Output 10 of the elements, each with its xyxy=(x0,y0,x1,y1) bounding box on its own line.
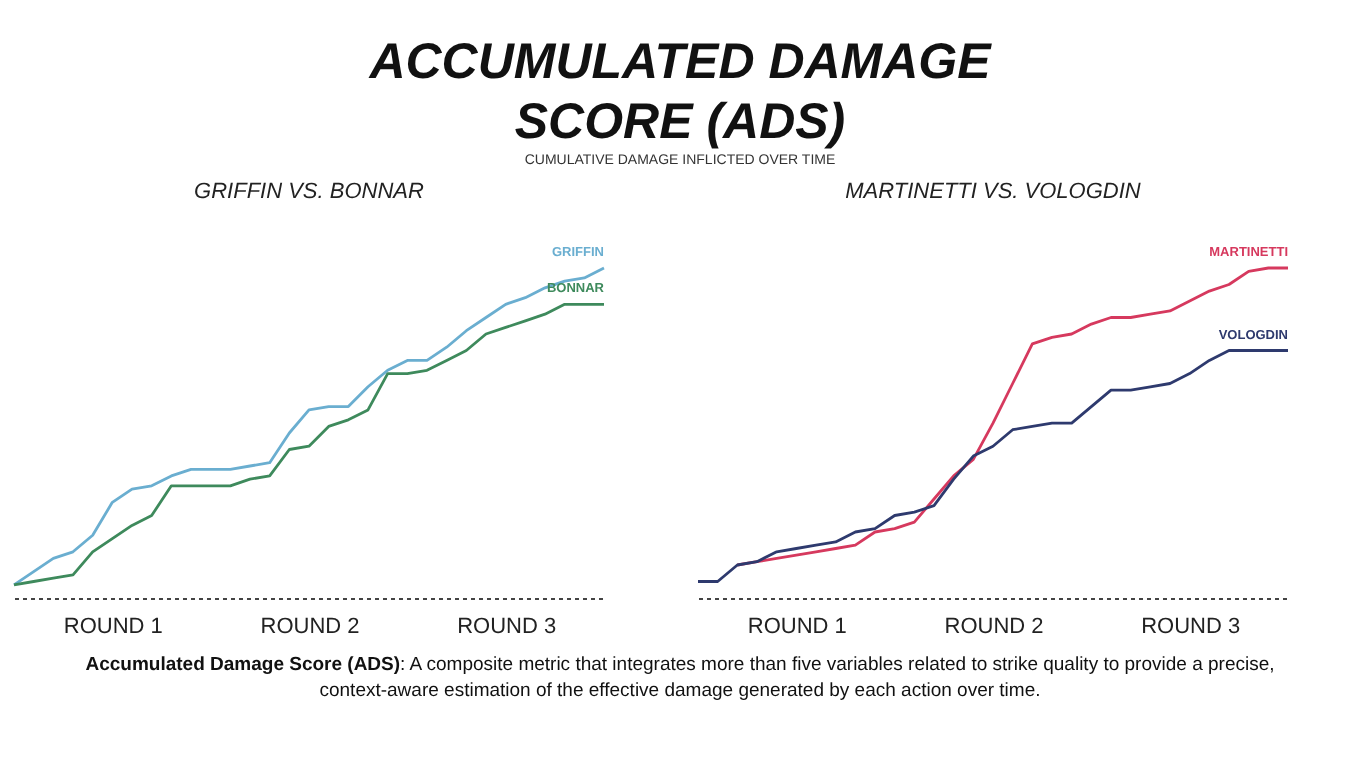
x-tick-label: ROUND 3 xyxy=(1141,615,1241,639)
text: ACCUMULATED DAMAGE SCORE (ADS) xyxy=(366,32,994,152)
chart-title: MARTINETTI VS. VOLOGDIN xyxy=(845,180,1141,204)
x-tick-label: ROUND 2 xyxy=(260,615,360,639)
chart-title: GRIFFIN VS. BONNAR xyxy=(194,180,424,204)
x-tick-label: ROUND 1 xyxy=(747,615,847,639)
x-tick-label: ROUND 2 xyxy=(944,615,1044,639)
text: Accumulated Damage Score (ADS): A composite metric that integrates more than five variables related to strike quality to provide a precise, context-aware estimation of the effective damage generated by each action over time. xyxy=(83,652,1277,704)
x-tick-label: ROUND 3 xyxy=(457,615,557,639)
x-tick-label: ROUND 1 xyxy=(63,615,163,639)
